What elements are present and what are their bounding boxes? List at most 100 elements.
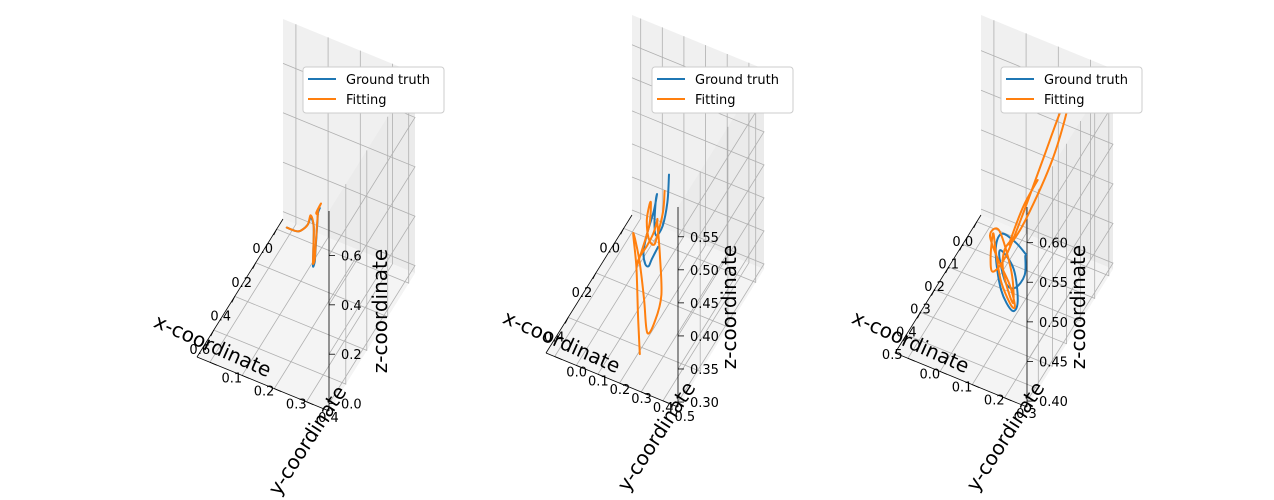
x-tick-label: 0.3 [910,303,931,318]
gridline-y [640,54,728,393]
gridline-y [907,20,995,359]
x-tick-mark [945,266,949,274]
pane-floor [197,219,415,411]
x-tick-mark [931,289,935,296]
gridline-z [980,169,1114,362]
x-tick-label: 0.4 [210,309,231,324]
series-line-fitting [632,190,666,356]
z-tick-label: 0.50 [1039,316,1068,331]
y-tick-mark [619,382,627,387]
x-tick-label: 0.6 [189,343,210,358]
y-tick-label: 0.1 [588,374,609,389]
z-tick-label: 0.4 [341,299,362,314]
x-tick-label: 0.2 [572,286,593,301]
y-tick-mark [597,373,606,378]
chart-panel-2: 0.00.20.40.00.10.20.30.40.50.300.350.400… [500,15,794,495]
gridline-y [306,63,393,403]
x-tick-mark [231,296,236,303]
x-tick-mark [252,262,257,269]
gridline-y [273,50,361,389]
series-line-fitting [989,97,1070,310]
gridline-y [209,24,297,363]
gridline-z [631,110,765,304]
z-tick-label: 0.35 [690,363,719,378]
gridline-z [631,209,765,403]
gridline-z [631,176,765,370]
y-tick-mark [907,357,916,362]
z-tick-label: 0.40 [690,330,719,345]
y-tick-mark [939,371,948,375]
x-tick-label: 0.2 [231,276,252,291]
chart-panel-3: 0.00.10.20.30.40.50.00.10.20.30.400.450.… [849,15,1143,495]
legend-label: Ground truth [346,73,430,88]
z-tick-label: 0.60 [1039,237,1068,252]
y-tick-label: 0.1 [952,380,973,395]
z-tick-label: 0.45 [1039,355,1068,370]
y-tick-label: 0.4 [318,411,339,426]
gridline-x [962,98,1096,299]
y-tick-mark [1004,397,1012,402]
z-tick-label: 0.6 [341,249,362,264]
x-axis-line [196,218,284,358]
x-tick-label: 0.4 [896,325,917,340]
y-tick-mark [306,401,314,406]
y-tick-label: 0.1 [222,371,243,386]
x-tick-mark [973,221,978,228]
x-tick-label: 0.4 [544,330,565,345]
gridline-z [282,112,416,306]
z-tick-label: 0.55 [1039,276,1068,291]
gridline-z [631,143,765,337]
series-line-ground-truth [642,173,670,268]
x-tick-label: 0.1 [938,257,959,272]
gridline-x [595,126,729,328]
x-tick-label: 0.2 [924,280,945,295]
z-tick-label: 0.40 [1039,395,1068,410]
legend-label: Ground truth [1044,73,1128,88]
y-tick-mark [972,384,980,388]
gridline-z [282,161,416,355]
legend-label: Fitting [1044,93,1084,108]
series-line-fitting [285,202,323,266]
legend-label: Ground truth [695,73,779,88]
gridline-x [623,82,757,283]
legend-box [1000,66,1143,114]
gridline-x [948,121,1081,322]
y-tick-label: 0.2 [984,394,1005,409]
z-axis-title: z-coordinate [1066,245,1090,369]
y-tick-label: 0.2 [254,384,275,399]
y-tick-label: 0.3 [286,398,307,413]
x-tick-label: 0.0 [252,242,273,257]
chart-panel-1: 0.00.20.40.60.10.20.30.40.00.20.40.6x-co… [151,19,445,499]
x-tick-mark [902,334,907,342]
y-tick-label: 0.3 [1016,407,1037,422]
legend-label: Fitting [346,93,386,108]
x-axis-line [894,214,982,354]
gridline-x [906,188,1039,390]
legend-box [651,66,794,114]
y-tick-mark [641,391,649,396]
z-axis-title: z-coordinate [717,245,741,369]
z-tick-label: 0.55 [690,231,719,246]
z-tick-label: 0.2 [341,348,362,363]
gridline-z [980,208,1114,402]
y-tick-label: 0.2 [610,383,631,398]
gridline-z [980,129,1114,323]
z-tick-label: 0.50 [690,264,719,279]
x-tick-mark [564,317,569,324]
y-tick-label: 0.0 [566,366,587,381]
x-tick-mark [959,244,964,251]
pane-floor [546,215,764,407]
gridline-x [213,184,347,385]
z-tick-label: 0.0 [341,398,362,413]
y-tick-mark [209,361,218,366]
x-tick-label: 0.0 [599,241,620,256]
y-tick-label: 0.4 [653,401,674,416]
gridline-x [234,150,368,351]
gridline-x [934,143,1067,345]
y-axis-line [545,352,679,408]
x-tick-mark [210,329,215,337]
x-tick-mark [917,312,921,319]
y-tick-label: 0.5 [675,410,696,425]
gridline-y [662,62,750,402]
